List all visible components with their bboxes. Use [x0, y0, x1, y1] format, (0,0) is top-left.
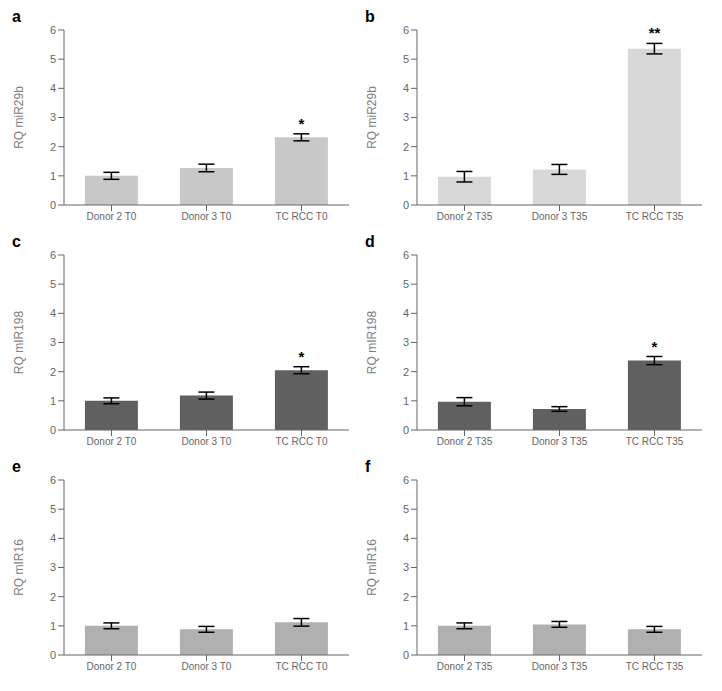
svg-text:6: 6 — [403, 474, 409, 486]
svg-text:4: 4 — [50, 82, 56, 94]
svg-text:0: 0 — [403, 649, 409, 661]
svg-text:3: 3 — [50, 336, 56, 348]
svg-text:1: 1 — [403, 395, 409, 407]
svg-text:5: 5 — [403, 53, 409, 65]
svg-text:4: 4 — [403, 532, 409, 544]
svg-text:RQ mIR16: RQ mIR16 — [12, 539, 26, 596]
svg-text:RQ miR29b: RQ miR29b — [365, 86, 379, 149]
svg-text:Donor 2 T0: Donor 2 T0 — [87, 211, 137, 222]
svg-text:6: 6 — [403, 24, 409, 36]
svg-text:5: 5 — [403, 503, 409, 515]
svg-text:TC RCC T35: TC RCC T35 — [626, 436, 684, 447]
svg-text:1: 1 — [50, 395, 56, 407]
svg-text:Donor 3 T0: Donor 3 T0 — [182, 436, 232, 447]
svg-text:6: 6 — [50, 249, 56, 261]
svg-text:3: 3 — [50, 111, 56, 123]
html-text:c: c — [12, 233, 21, 250]
svg-text:Donor 3 T35: Donor 3 T35 — [532, 661, 588, 672]
html-text:f: f — [365, 458, 371, 475]
svg-text:5: 5 — [50, 503, 56, 515]
svg-text:4: 4 — [403, 307, 409, 319]
svg-text:0: 0 — [403, 424, 409, 436]
html-text:a: a — [12, 8, 21, 25]
svg-text:2: 2 — [403, 591, 409, 603]
svg-text:2: 2 — [403, 141, 409, 153]
svg-text:**: ** — [649, 24, 661, 41]
svg-text:0: 0 — [50, 424, 56, 436]
svg-text:2: 2 — [50, 141, 56, 153]
svg-text:5: 5 — [50, 278, 56, 290]
svg-text:4: 4 — [50, 307, 56, 319]
svg-text:3: 3 — [403, 336, 409, 348]
svg-text:*: * — [299, 115, 305, 132]
svg-text:Donor 2 T35: Donor 2 T35 — [437, 436, 493, 447]
svg-text:*: * — [299, 348, 305, 365]
svg-text:TC RCC T35: TC RCC T35 — [626, 661, 684, 672]
svg-text:2: 2 — [50, 366, 56, 378]
svg-text:Donor 3 T35: Donor 3 T35 — [532, 436, 588, 447]
svg-text:Donor 3 T0: Donor 3 T0 — [182, 661, 232, 672]
svg-text:1: 1 — [403, 170, 409, 182]
svg-text:Donor 2 T35: Donor 2 T35 — [437, 661, 493, 672]
svg-text:RQ mIR198: RQ mIR198 — [12, 311, 26, 375]
svg-text:4: 4 — [50, 532, 56, 544]
svg-text:0: 0 — [50, 199, 56, 211]
svg-text:Donor 2 T0: Donor 2 T0 — [87, 436, 137, 447]
svg-text:TC RCC T0: TC RCC T0 — [275, 661, 327, 672]
svg-text:Donor 3 T0: Donor 3 T0 — [182, 211, 232, 222]
svg-text:0: 0 — [403, 199, 409, 211]
svg-text:3: 3 — [403, 561, 409, 573]
html-text:b: b — [365, 8, 375, 25]
svg-text:1: 1 — [403, 620, 409, 632]
svg-text:5: 5 — [50, 53, 56, 65]
svg-text:RQ miR29b: RQ miR29b — [12, 86, 26, 149]
svg-text:5: 5 — [403, 278, 409, 290]
svg-text:Donor 2 T0: Donor 2 T0 — [87, 661, 137, 672]
svg-text:6: 6 — [50, 24, 56, 36]
svg-text:2: 2 — [50, 591, 56, 603]
svg-text:2: 2 — [403, 366, 409, 378]
html-text:d: d — [365, 233, 375, 250]
svg-text:3: 3 — [50, 561, 56, 573]
svg-text:RQ mIR16: RQ mIR16 — [365, 539, 379, 596]
svg-text:3: 3 — [403, 111, 409, 123]
svg-text:6: 6 — [403, 249, 409, 261]
svg-text:Donor 2 T35: Donor 2 T35 — [437, 211, 493, 222]
svg-text:*: * — [652, 338, 658, 355]
svg-text:TC RCC T35: TC RCC T35 — [626, 211, 684, 222]
html-text:e: e — [12, 458, 21, 475]
svg-text:0: 0 — [50, 649, 56, 661]
svg-text:TC RCC T0: TC RCC T0 — [275, 436, 327, 447]
svg-text:RQ mIR198: RQ mIR198 — [365, 311, 379, 375]
svg-text:TC RCC T0: TC RCC T0 — [275, 211, 327, 222]
svg-text:4: 4 — [403, 82, 409, 94]
svg-text:1: 1 — [50, 620, 56, 632]
svg-text:Donor 3 T35: Donor 3 T35 — [532, 211, 588, 222]
svg-text:6: 6 — [50, 474, 56, 486]
svg-text:1: 1 — [50, 170, 56, 182]
